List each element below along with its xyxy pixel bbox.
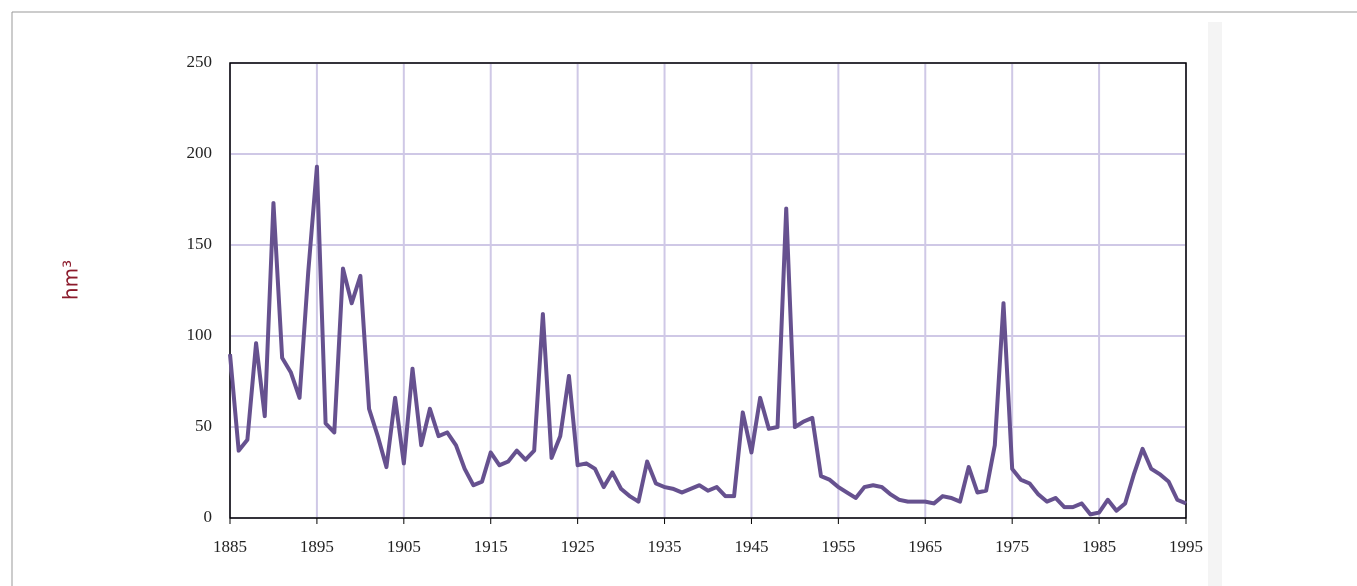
y-tick-label: 50 — [195, 416, 212, 435]
x-tick-label: 1985 — [1082, 537, 1116, 556]
x-tick-label: 1995 — [1169, 537, 1203, 556]
y-tick-label: 100 — [187, 325, 213, 344]
y-tick-label: 200 — [187, 143, 213, 162]
x-tick-label: 1975 — [995, 537, 1029, 556]
x-tick-label: 1965 — [908, 537, 942, 556]
side-strip — [1208, 22, 1222, 586]
y-tick-label: 0 — [204, 507, 213, 526]
y-tick-label: 150 — [187, 234, 213, 253]
x-tick-label: 1915 — [474, 537, 508, 556]
plot-frame — [229, 62, 1187, 519]
x-tick-label: 1935 — [648, 537, 682, 556]
x-tick-label: 1955 — [821, 537, 855, 556]
y-tick-label: 250 — [187, 52, 213, 71]
x-tick-label: 1945 — [734, 537, 768, 556]
y-axis-label: hm³ — [59, 260, 83, 300]
x-tick-label: 1925 — [561, 537, 595, 556]
x-tick-label: 1905 — [387, 537, 421, 556]
x-tick-label: 1885 — [213, 537, 247, 556]
x-tick-label: 1895 — [300, 537, 334, 556]
data-line — [228, 164, 1187, 517]
